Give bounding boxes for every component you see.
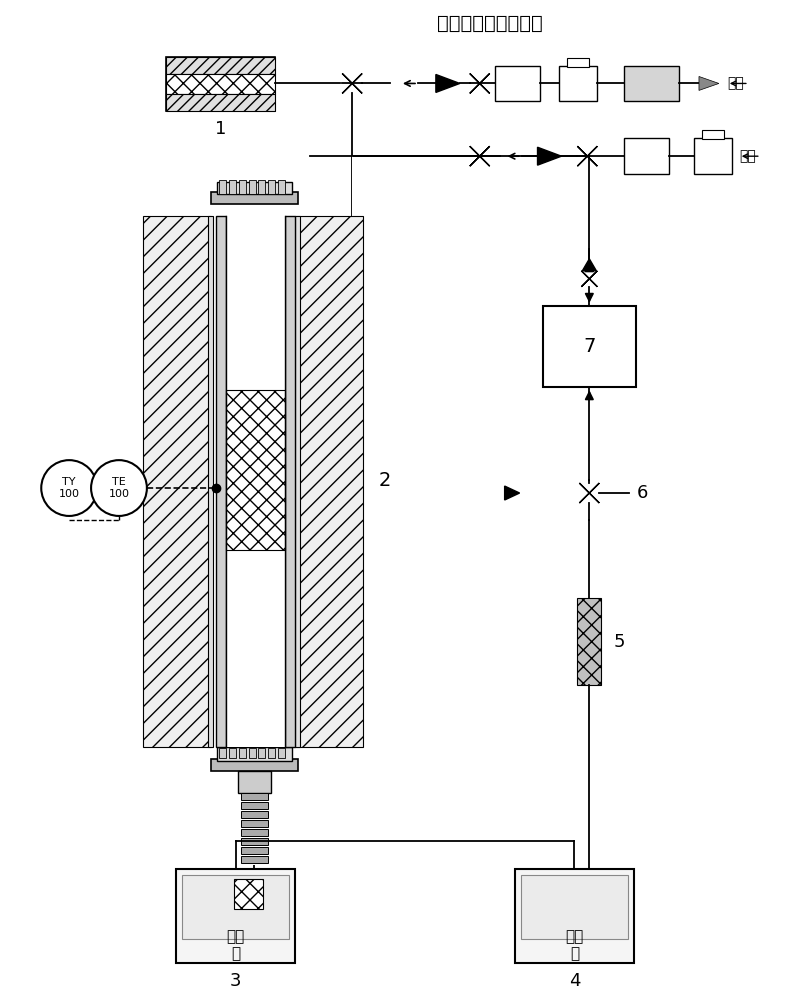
- Text: 烟气、煤气精控气路: 烟气、煤气精控气路: [437, 14, 543, 33]
- Bar: [229, 180, 236, 194]
- Bar: [238, 180, 245, 194]
- Polygon shape: [699, 76, 719, 90]
- Bar: [577, 598, 602, 685]
- Bar: [520, 875, 628, 939]
- Bar: [225, 216, 286, 747]
- Bar: [249, 180, 256, 194]
- Circle shape: [41, 460, 97, 516]
- Text: TE
100: TE 100: [108, 477, 129, 499]
- Text: 1: 1: [215, 120, 226, 138]
- Bar: [241, 847, 269, 854]
- Text: 2: 2: [379, 471, 391, 490]
- Polygon shape: [581, 271, 597, 287]
- Polygon shape: [470, 146, 490, 166]
- Bar: [166, 57, 275, 111]
- Polygon shape: [435, 74, 460, 92]
- Bar: [233, 879, 264, 909]
- Bar: [269, 180, 275, 194]
- Bar: [219, 748, 225, 758]
- Polygon shape: [579, 483, 599, 503]
- Bar: [241, 802, 269, 809]
- Bar: [694, 138, 732, 174]
- Bar: [176, 869, 295, 963]
- Text: 煤气: 煤气: [727, 76, 743, 90]
- Text: 冷却
剂: 冷却 剂: [565, 929, 584, 962]
- Bar: [238, 748, 245, 758]
- Bar: [211, 759, 298, 771]
- Bar: [211, 192, 298, 204]
- Bar: [217, 747, 293, 761]
- Bar: [143, 216, 211, 747]
- Text: 3: 3: [230, 972, 241, 990]
- Bar: [241, 838, 269, 845]
- Text: 7: 7: [583, 337, 596, 356]
- Polygon shape: [342, 73, 363, 93]
- Bar: [495, 66, 540, 101]
- Bar: [241, 856, 269, 863]
- Bar: [216, 216, 225, 747]
- Polygon shape: [470, 146, 490, 166]
- Bar: [568, 58, 589, 67]
- Polygon shape: [581, 271, 597, 287]
- Text: 5: 5: [614, 633, 625, 651]
- Bar: [166, 57, 275, 74]
- Bar: [624, 66, 679, 101]
- Bar: [208, 216, 213, 747]
- Bar: [166, 94, 275, 111]
- Bar: [225, 390, 286, 550]
- Bar: [295, 216, 363, 747]
- Text: 冷却
剂: 冷却 剂: [226, 929, 245, 962]
- Bar: [249, 748, 256, 758]
- Bar: [166, 74, 275, 94]
- Bar: [241, 829, 269, 836]
- Bar: [542, 306, 636, 387]
- Polygon shape: [577, 146, 597, 166]
- Polygon shape: [582, 259, 597, 271]
- Bar: [286, 216, 295, 747]
- Bar: [219, 180, 225, 194]
- Bar: [278, 180, 286, 194]
- Text: TY
100: TY 100: [59, 477, 79, 499]
- Bar: [560, 66, 597, 101]
- Bar: [352, 156, 353, 236]
- Bar: [241, 820, 269, 827]
- Polygon shape: [577, 146, 597, 166]
- Polygon shape: [470, 73, 490, 93]
- Bar: [229, 748, 236, 758]
- Bar: [241, 793, 269, 800]
- Text: 4: 4: [569, 972, 580, 990]
- Bar: [295, 216, 301, 747]
- Bar: [237, 771, 271, 793]
- Circle shape: [91, 460, 147, 516]
- Bar: [182, 875, 290, 939]
- Bar: [241, 811, 269, 818]
- Polygon shape: [579, 483, 599, 503]
- Bar: [515, 869, 634, 963]
- Bar: [217, 182, 293, 194]
- Bar: [624, 138, 669, 174]
- Bar: [269, 748, 275, 758]
- Polygon shape: [504, 486, 520, 500]
- Polygon shape: [470, 73, 490, 93]
- Polygon shape: [537, 147, 561, 165]
- Text: 煤气: 煤气: [739, 149, 755, 163]
- Text: 6: 6: [637, 484, 649, 502]
- Bar: [278, 748, 286, 758]
- Bar: [258, 180, 265, 194]
- Bar: [258, 748, 265, 758]
- Polygon shape: [342, 73, 363, 93]
- Bar: [702, 130, 724, 139]
